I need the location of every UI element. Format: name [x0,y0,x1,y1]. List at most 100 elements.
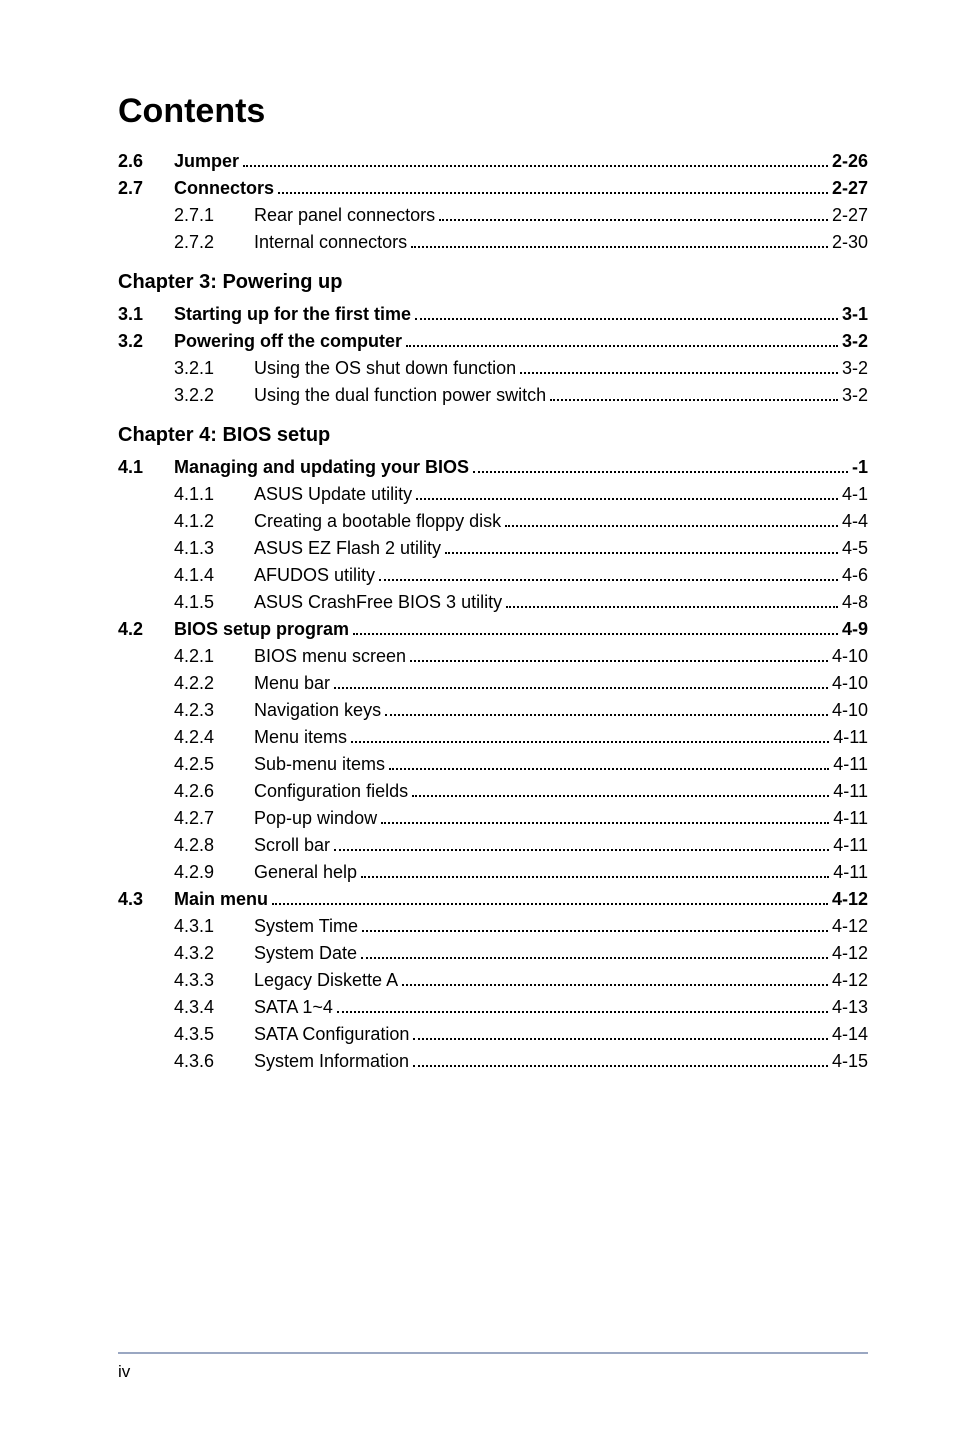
toc-label: Internal connectors [254,232,407,253]
toc-label: Configuration fields [254,781,408,802]
toc-page-number: 4-11 [833,781,868,802]
toc-leader-dots [415,318,838,320]
toc-label: System Time [254,916,358,937]
toc-page-number: 4-11 [833,835,868,856]
toc-level2-row: 4.3.3Legacy Diskette A4-12 [118,970,868,991]
toc-label: BIOS menu screen [254,646,406,667]
chapter-title: Chapter 4: BIOS setup [118,424,868,447]
toc-level2-row: 4.3.6System Information4-15 [118,1051,868,1072]
toc-label-fill: Using the dual function power switch [254,385,842,406]
toc-leader-dots [389,768,829,770]
toc-page-number: 4-11 [833,754,868,775]
toc-page-number: 4-4 [842,511,868,532]
toc-label-fill: AFUDOS utility [254,565,842,586]
footer-page-number: iv [118,1362,868,1382]
toc-leader-dots [473,471,848,473]
toc-level1-row: 4.2BIOS setup program4-9 [118,619,868,640]
toc-page-number: 3-2 [842,331,868,352]
toc-page-number: 4-12 [832,916,868,937]
toc-label-fill: Creating a bootable floppy disk [254,511,842,532]
toc-label: Creating a bootable floppy disk [254,511,501,532]
toc-level2-row: 4.2.1BIOS menu screen4-10 [118,646,868,667]
toc-subsection-number: 4.3.3 [174,970,254,991]
toc-label-fill: ASUS EZ Flash 2 utility [254,538,842,559]
toc-label: Navigation keys [254,700,381,721]
toc-label: General help [254,862,357,883]
toc-subsection-number: 3.2.1 [174,358,254,379]
toc-label: SATA Configuration [254,1024,409,1045]
toc-leader-dots [243,165,828,167]
toc-label: Using the dual function power switch [254,385,546,406]
toc-page-number: 3-1 [842,304,868,325]
toc-label: Jumper [174,151,239,172]
toc-page-number: 4-9 [842,619,868,640]
toc-leader-dots [272,903,828,905]
toc-label: Legacy Diskette A [254,970,398,991]
page: Contents 2.6Jumper2-262.7Connectors2-272… [0,0,954,1438]
toc-level2-row: 2.7.2Internal connectors2-30 [118,232,868,253]
toc-leader-dots [413,1065,828,1067]
toc-level2-row: 4.2.2Menu bar4-10 [118,673,868,694]
toc-page-number: 4-11 [833,727,868,748]
toc-level2-row: 4.1.4AFUDOS utility4-6 [118,565,868,586]
toc-label-fill: Internal connectors [254,232,832,253]
toc-label-fill: Navigation keys [254,700,832,721]
toc-label-fill: BIOS setup program [174,619,842,640]
toc-page-number: 4-8 [842,592,868,613]
toc-label-fill: System Date [254,943,832,964]
toc-level2-row: 4.2.4Menu items4-11 [118,727,868,748]
toc-subsection-number: 4.2.6 [174,781,254,802]
toc-leader-dots [334,687,828,689]
toc-level2-row: 4.3.1System Time4-12 [118,916,868,937]
toc-label: ASUS CrashFree BIOS 3 utility [254,592,502,613]
toc-label-fill: System Information [254,1051,832,1072]
toc-label-fill: SATA Configuration [254,1024,832,1045]
toc-page-number: 4-12 [832,943,868,964]
toc-label-fill: Scroll bar [254,835,833,856]
toc-subsection-number: 4.2.8 [174,835,254,856]
toc-label-fill: Using the OS shut down function [254,358,842,379]
toc-subsection-number: 4.2.2 [174,673,254,694]
toc-leader-dots [361,957,828,959]
toc-page-number: 4-15 [832,1051,868,1072]
toc-level1-row: 3.2Powering off the computer3-2 [118,331,868,352]
toc-label-fill: Configuration fields [254,781,833,802]
toc-page-number: 4-11 [833,862,868,883]
toc-label-fill: ASUS Update utility [254,484,842,505]
toc-leader-dots [413,1038,828,1040]
toc-section-number: 4.3 [118,889,174,910]
toc-subsection-number: 4.1.4 [174,565,254,586]
toc-level1-row: 2.7Connectors2-27 [118,178,868,199]
toc-subsection-number: 4.2.9 [174,862,254,883]
toc-label: Using the OS shut down function [254,358,516,379]
toc-label-fill: Menu bar [254,673,832,694]
toc-page-number: 4-13 [832,997,868,1018]
toc-subsection-number: 2.7.1 [174,205,254,226]
toc-label-fill: Sub-menu items [254,754,833,775]
toc-label: Sub-menu items [254,754,385,775]
toc-label: ASUS EZ Flash 2 utility [254,538,441,559]
toc-label-fill: Jumper [174,151,832,172]
toc-level2-row: 4.2.9General help 4-11 [118,862,868,883]
toc-page-number: 4-10 [832,700,868,721]
toc-leader-dots [334,849,829,851]
toc-subsection-number: 4.2.7 [174,808,254,829]
toc-subsection-number: 4.2.3 [174,700,254,721]
toc-leader-dots [361,876,829,878]
toc-label-fill: System Time [254,916,832,937]
toc-body: 2.6Jumper2-262.7Connectors2-272.7.1Rear … [118,151,868,1072]
toc-level1-row: 3.1Starting up for the first time3-1 [118,304,868,325]
toc-leader-dots [439,219,828,221]
toc-label-fill: SATA 1~4 [254,997,832,1018]
toc-label: ASUS Update utility [254,484,412,505]
toc-label: Main menu [174,889,268,910]
toc-level1-row: 2.6Jumper2-26 [118,151,868,172]
toc-label: Managing and updating your BIOS [174,457,469,478]
toc-leader-dots [362,930,828,932]
toc-level2-row: 4.2.8Scroll bar4-11 [118,835,868,856]
toc-label-fill: Starting up for the first time [174,304,842,325]
toc-leader-dots [337,1011,828,1013]
toc-subsection-number: 4.2.1 [174,646,254,667]
toc-label-fill: Powering off the computer [174,331,842,352]
toc-page-number: 4-6 [842,565,868,586]
